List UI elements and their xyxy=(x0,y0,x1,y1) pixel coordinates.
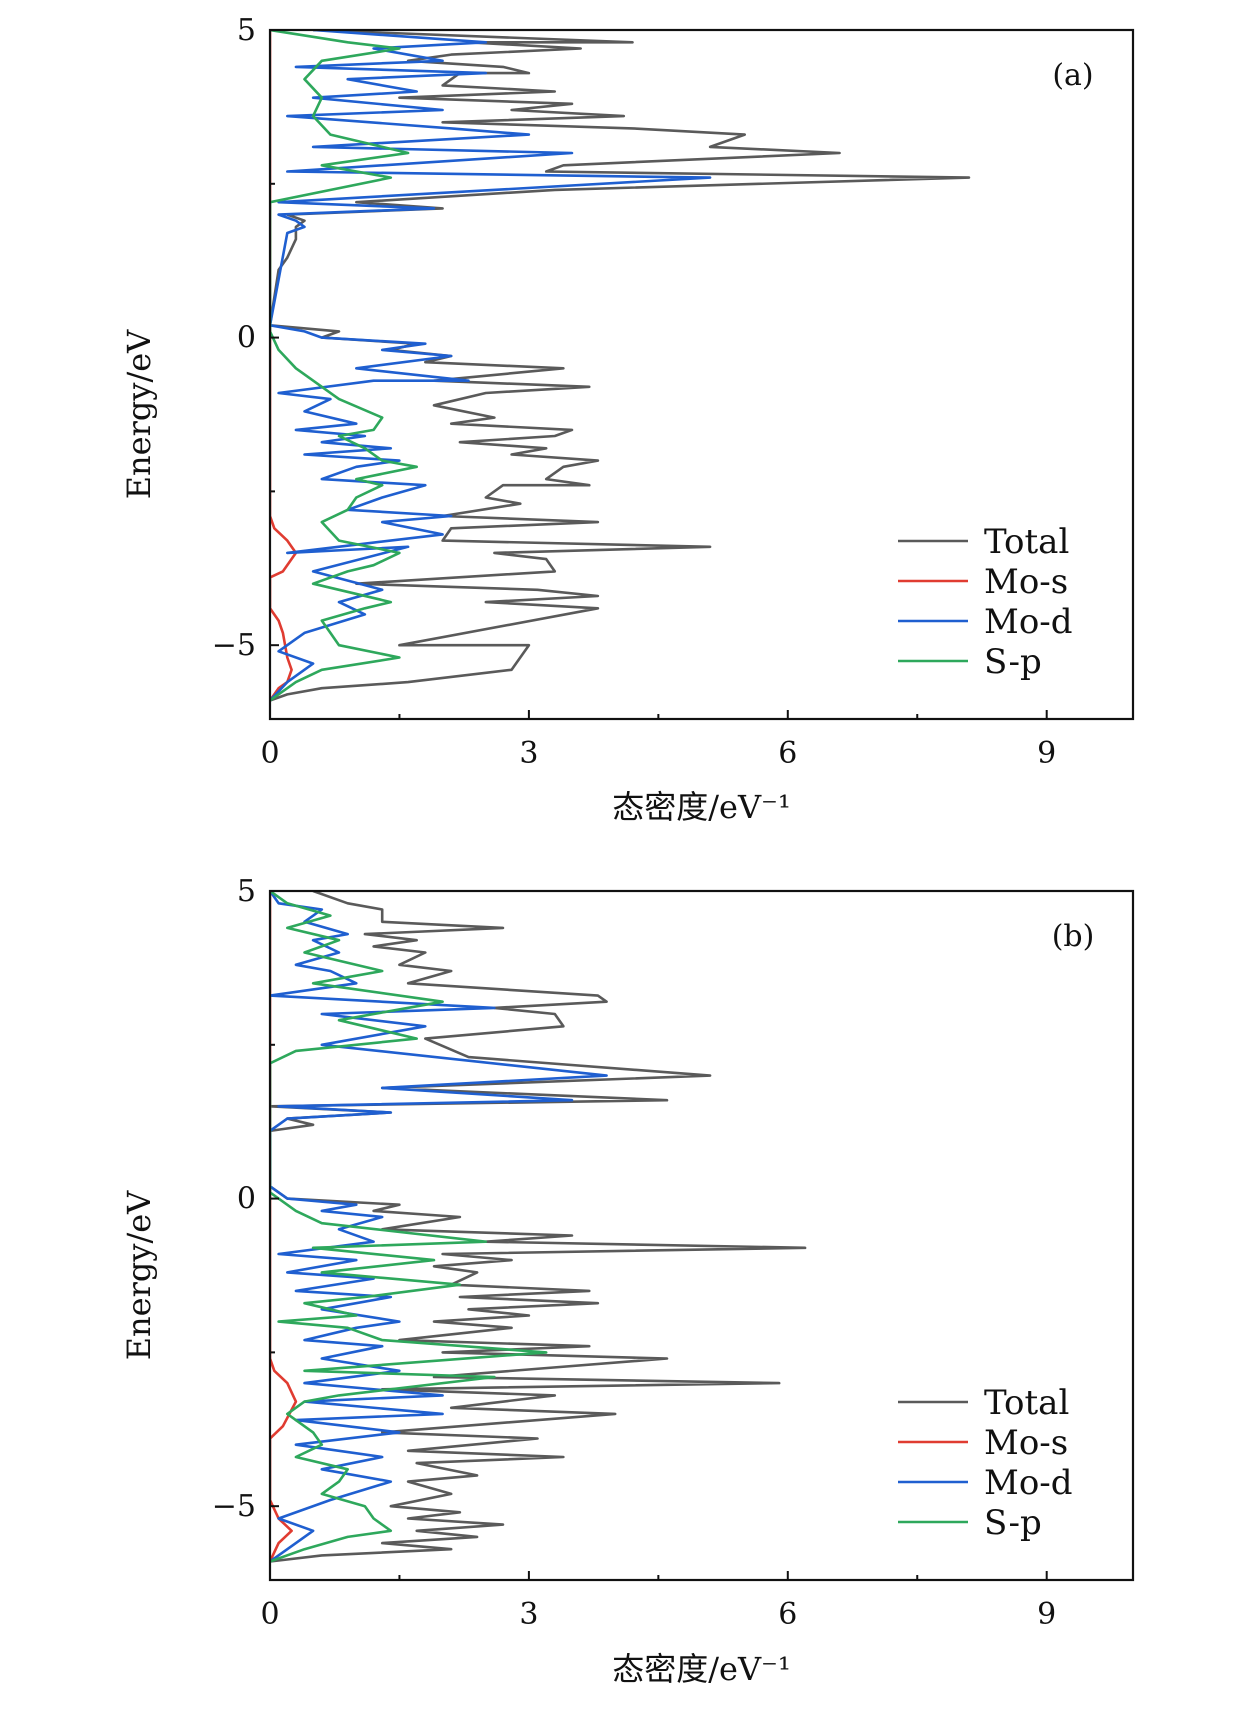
series-line-s-p xyxy=(270,891,548,1563)
series-line-s-p xyxy=(270,30,418,702)
plot-frame xyxy=(268,28,1135,721)
series-line-mo-s xyxy=(270,891,298,1563)
legend-label-mo-d: Mo-d xyxy=(984,602,1073,642)
y-tick-label: 0 xyxy=(237,1182,256,1217)
legend-label-s-p: S-p xyxy=(984,642,1042,682)
x-tick-label: 9 xyxy=(1037,736,1056,771)
y-axis-title: Energy/eV xyxy=(120,329,158,499)
x-tick-label: 3 xyxy=(519,1597,538,1632)
legend-label-total: Total xyxy=(984,1383,1069,1423)
plot-frame xyxy=(268,889,1135,1582)
series-line-total xyxy=(270,891,807,1563)
y-tick-label: −5 xyxy=(212,628,256,663)
legend-label-mo-s: Mo-s xyxy=(984,562,1068,602)
x-tick-label: 6 xyxy=(778,736,797,771)
legend-label-mo-d: Mo-d xyxy=(984,1463,1073,1503)
series-line-mo-s xyxy=(270,30,298,702)
x-tick-label: 0 xyxy=(260,1597,279,1632)
y-tick-label: 5 xyxy=(237,874,256,909)
y-tick-label: 5 xyxy=(237,13,256,48)
y-axis-title: Energy/eV xyxy=(120,1190,158,1360)
series-line-mo-d xyxy=(270,30,712,702)
y-tick-label: −5 xyxy=(212,1489,256,1524)
series-line-mo-d xyxy=(270,891,608,1563)
legend-label-s-p: S-p xyxy=(984,1503,1042,1543)
y-tick-label: 0 xyxy=(237,321,256,356)
chart-panel-1: 0 3 6 9 5 0 −5 态密度/eV⁻¹ Energy/eV (b) TotalMo-sMo-… xyxy=(120,874,1135,1688)
x-tick-label: 6 xyxy=(778,1597,797,1632)
series-line-total xyxy=(270,30,971,702)
x-axis-title: 态密度/eV⁻¹ xyxy=(612,1650,791,1688)
x-tick-label: 3 xyxy=(519,736,538,771)
x-axis-title: 态密度/eV⁻¹ xyxy=(612,788,791,826)
chart-panel-0: 0 3 6 9 5 0 −5 态密度/eV⁻¹ Energy/eV (a) TotalMo-sMo-… xyxy=(120,13,1135,826)
legend-label-mo-s: Mo-s xyxy=(984,1423,1068,1463)
legend-label-total: Total xyxy=(984,522,1069,562)
x-tick-label: 0 xyxy=(260,736,279,771)
panel-label: (a) xyxy=(1052,58,1093,93)
x-tick-label: 9 xyxy=(1037,1597,1056,1632)
panel-label: (b) xyxy=(1052,919,1095,954)
series-lines xyxy=(270,30,971,702)
series-lines xyxy=(270,891,807,1563)
